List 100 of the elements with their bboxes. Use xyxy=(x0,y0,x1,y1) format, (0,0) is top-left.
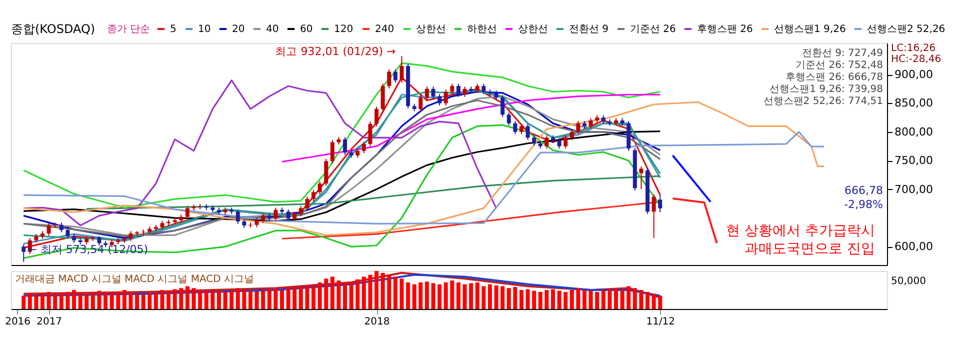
bar xyxy=(141,294,146,309)
bar xyxy=(374,271,379,309)
candlestick xyxy=(97,236,102,246)
candlestick xyxy=(298,205,303,217)
bar xyxy=(274,288,278,309)
text: 50,000 xyxy=(891,276,926,287)
legend-label: 120 xyxy=(334,24,354,35)
legend-label: 선행스팬2 52,26 xyxy=(867,24,946,35)
bar xyxy=(192,288,196,309)
bar xyxy=(59,292,64,309)
annotation: 과매도국면으로 진입 xyxy=(744,241,875,257)
candlestick xyxy=(438,94,442,106)
annotation: 전환선 9: 727,49 xyxy=(802,48,883,59)
bar xyxy=(84,294,89,309)
y-tick-label: 800,00 xyxy=(894,125,933,138)
y-tick-label: 900,00 xyxy=(894,68,933,82)
bar xyxy=(456,282,460,309)
bar xyxy=(608,289,612,309)
bar xyxy=(185,286,190,309)
candlestick xyxy=(456,83,460,98)
bar xyxy=(444,282,448,309)
annotation: 후행스팬 26: 666,78 xyxy=(786,72,883,83)
candlestick xyxy=(312,189,316,202)
x-tick-label: 11/12 xyxy=(646,316,676,328)
candlestick xyxy=(393,68,398,84)
bar xyxy=(128,292,133,309)
bar xyxy=(632,288,637,309)
bar xyxy=(488,284,492,309)
legend-label: 5 xyxy=(170,24,176,35)
bar xyxy=(330,276,334,309)
bar xyxy=(544,290,549,309)
bar xyxy=(261,290,266,309)
bar xyxy=(658,296,662,309)
chart-title: 종합(KOSDAQ) xyxy=(11,22,96,36)
y-tick-label: 700,00 xyxy=(894,182,933,196)
bar xyxy=(34,294,38,309)
candlestick xyxy=(639,166,644,190)
bar xyxy=(412,284,416,309)
legend-label: 하한선 xyxy=(467,24,497,35)
x-tick-label: 2018 xyxy=(364,316,390,328)
bar xyxy=(557,290,562,309)
bar xyxy=(564,292,568,309)
bar xyxy=(356,279,360,309)
bar xyxy=(393,276,398,309)
candlestick xyxy=(588,118,593,129)
bar xyxy=(78,293,82,309)
legend-label: 선행스팬1 9,26 xyxy=(774,24,846,35)
bar xyxy=(494,285,498,309)
bar xyxy=(104,292,108,309)
annotation: 최고 932,01 (01/29) → xyxy=(275,45,396,58)
bar xyxy=(500,286,505,309)
bar xyxy=(90,292,95,309)
bar xyxy=(400,278,404,309)
bar xyxy=(626,286,631,309)
bar xyxy=(652,294,656,309)
bar xyxy=(343,282,348,309)
line-series xyxy=(281,94,661,163)
legend-label: 기준선 26 xyxy=(630,24,676,35)
bar xyxy=(198,290,202,309)
annotation: 선행스팬1 9,26: 739,98 xyxy=(770,84,883,95)
candlestick xyxy=(46,222,51,236)
candlestick xyxy=(185,205,190,220)
bar xyxy=(550,289,555,309)
candlestick xyxy=(387,68,392,89)
candlestick xyxy=(374,106,379,127)
bar xyxy=(286,288,290,309)
bar xyxy=(424,282,429,309)
bar xyxy=(298,286,303,309)
text: LC:16,26 xyxy=(891,43,936,54)
bar xyxy=(646,292,650,309)
candlestick xyxy=(305,196,310,212)
bar xyxy=(292,286,297,309)
x-tick-label: 2017 xyxy=(36,316,62,328)
candlestick xyxy=(570,129,574,140)
candlestick xyxy=(66,227,70,240)
line-series xyxy=(22,124,661,259)
bar xyxy=(110,293,114,309)
bar xyxy=(154,292,158,309)
bar xyxy=(230,290,234,309)
candlestick xyxy=(362,141,366,154)
legend-label: 40 xyxy=(266,24,279,35)
bar xyxy=(22,296,26,309)
annotation: -2,98% xyxy=(844,198,883,211)
candlestick xyxy=(330,139,334,164)
candlestick xyxy=(444,88,448,106)
candlestick xyxy=(22,244,26,262)
candlestick xyxy=(462,86,467,98)
candlestick xyxy=(658,194,662,213)
candlestick xyxy=(494,90,498,100)
legend-label: 20 xyxy=(232,24,245,35)
bar xyxy=(469,283,474,309)
bar xyxy=(40,293,45,309)
x-tick-label: 2016 xyxy=(5,316,31,328)
bar xyxy=(336,280,341,309)
bar xyxy=(116,292,120,309)
candlestick xyxy=(500,94,505,118)
candlestick xyxy=(506,112,511,126)
y-tick-label: 850,00 xyxy=(894,96,933,110)
bar xyxy=(362,276,366,309)
y-tick-label: 600,00 xyxy=(894,240,933,254)
